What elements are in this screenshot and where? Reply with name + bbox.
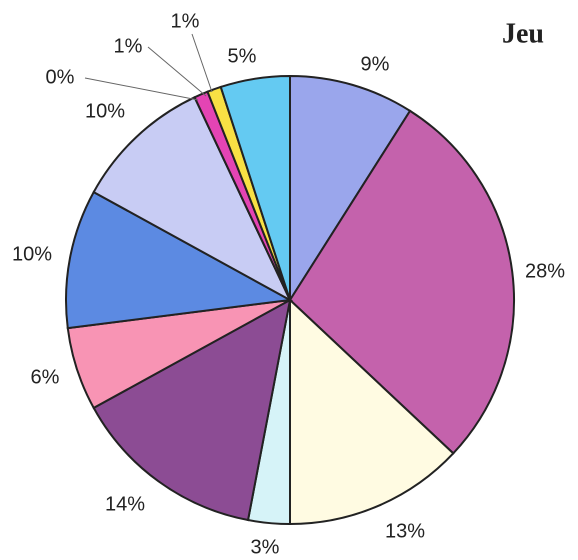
data-label: 10% [85, 100, 125, 122]
data-label: 1% [171, 10, 200, 32]
data-label: 9% [361, 53, 390, 75]
data-label: 0% [46, 66, 75, 88]
data-label: 10% [12, 243, 52, 265]
data-label: 14% [105, 493, 145, 515]
data-label: 5% [228, 45, 257, 67]
chart-title: Jeu [502, 18, 544, 49]
data-label: 1% [114, 35, 143, 57]
pie-slice [92, 95, 293, 303]
data-label: 6% [31, 366, 60, 388]
data-label: 3% [251, 536, 280, 558]
pie-slice [289, 297, 455, 526]
pie-slice [65, 190, 294, 330]
pie-slice [219, 74, 291, 301]
pie-slice [92, 298, 292, 522]
data-label: 28% [525, 260, 565, 282]
leader-line [147, 46, 207, 97]
data-label: 13% [385, 520, 425, 542]
leader-line [191, 33, 213, 93]
pie-slice [289, 74, 412, 304]
pie-slice [288, 109, 515, 455]
leader-line [84, 77, 199, 101]
